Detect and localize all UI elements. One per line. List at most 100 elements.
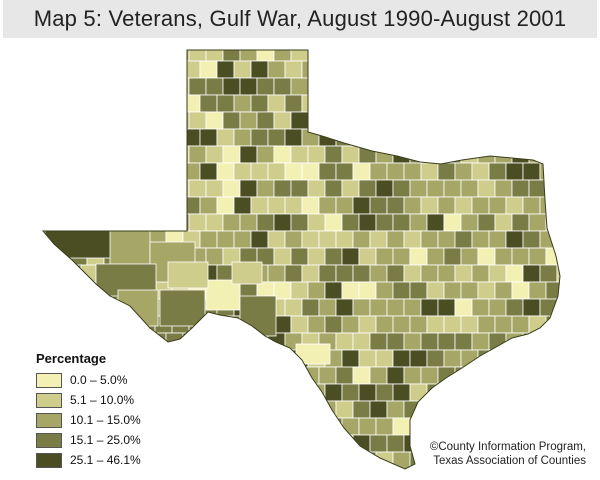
county-cell bbox=[488, 94, 507, 113]
county-cell bbox=[341, 349, 360, 368]
county-cell bbox=[69, 145, 88, 164]
county-cell bbox=[443, 315, 462, 334]
county-cell bbox=[369, 298, 388, 317]
county-cell bbox=[494, 247, 513, 266]
county-cell bbox=[222, 315, 241, 334]
county-cell bbox=[250, 162, 269, 181]
county-cell bbox=[556, 468, 560, 469]
county-cell bbox=[471, 128, 490, 147]
county-cell bbox=[511, 77, 530, 96]
county-cell bbox=[437, 298, 456, 317]
county-cell bbox=[46, 128, 65, 147]
county-cell bbox=[182, 196, 201, 215]
county-cell bbox=[120, 50, 139, 62]
county-cell bbox=[233, 196, 252, 215]
county-cell bbox=[528, 281, 547, 300]
county-cell bbox=[522, 332, 541, 351]
county-cell bbox=[505, 400, 524, 419]
county-cell bbox=[103, 50, 122, 62]
county-cell bbox=[369, 60, 388, 79]
county-cell bbox=[420, 400, 439, 419]
county-cell bbox=[222, 77, 241, 96]
county-cell bbox=[301, 264, 320, 283]
county-cell bbox=[494, 111, 513, 130]
county-cell bbox=[471, 162, 490, 181]
county-cell bbox=[43, 230, 48, 249]
county-cell bbox=[301, 94, 320, 113]
county-cell bbox=[545, 179, 560, 198]
county-cell bbox=[250, 468, 269, 469]
legend-item-3: 10.1 – 15.0% bbox=[36, 410, 196, 430]
county-cell bbox=[43, 94, 48, 113]
county-cell bbox=[233, 332, 252, 351]
county-cell bbox=[284, 298, 303, 317]
county-cell bbox=[420, 94, 439, 113]
county-cell bbox=[511, 315, 530, 334]
county-cell bbox=[199, 434, 218, 453]
county-cell bbox=[165, 60, 184, 79]
county-cell bbox=[437, 468, 456, 469]
county-cell bbox=[120, 179, 139, 198]
county-cell bbox=[301, 468, 320, 469]
county-cell bbox=[471, 60, 490, 79]
county-cell bbox=[392, 417, 411, 436]
county-cell bbox=[494, 417, 513, 436]
legend-label: 0.0 – 5.0% bbox=[70, 373, 128, 387]
county-cell bbox=[545, 77, 560, 96]
county-cell bbox=[137, 111, 156, 130]
county-cell bbox=[114, 60, 133, 79]
county-cell bbox=[488, 298, 507, 317]
county-cell bbox=[256, 417, 275, 436]
county-cell bbox=[43, 332, 48, 351]
county-cell bbox=[80, 60, 99, 79]
county-cell bbox=[324, 50, 343, 62]
county-cell bbox=[131, 94, 150, 113]
county-cell bbox=[63, 264, 82, 283]
county-cell bbox=[409, 50, 428, 62]
county-cell bbox=[216, 332, 235, 351]
county-cell bbox=[511, 111, 530, 130]
county-cell bbox=[43, 111, 54, 130]
county-cell bbox=[511, 213, 530, 232]
county-cell bbox=[358, 145, 377, 164]
county-cell bbox=[426, 50, 445, 62]
county-cell bbox=[437, 60, 456, 79]
county-cell bbox=[97, 298, 116, 317]
county-cell bbox=[267, 434, 286, 453]
county-cell bbox=[233, 230, 252, 249]
county-cell bbox=[556, 128, 560, 147]
county-cell bbox=[392, 179, 411, 198]
county-cell bbox=[528, 349, 547, 368]
county-cell bbox=[165, 162, 184, 181]
county-cell bbox=[233, 366, 252, 385]
county-cell bbox=[256, 213, 275, 232]
county-cell bbox=[563, 316, 580, 333]
county-cell bbox=[154, 145, 173, 164]
county-cell bbox=[522, 264, 541, 283]
county-cell bbox=[205, 451, 224, 469]
county-cell bbox=[494, 145, 513, 164]
county-cell bbox=[420, 162, 439, 181]
county-cell bbox=[154, 213, 173, 232]
county-cell bbox=[426, 281, 445, 300]
county-cell bbox=[443, 349, 462, 368]
county-cell bbox=[103, 179, 122, 198]
county-cell bbox=[199, 94, 218, 113]
county-cell bbox=[528, 77, 547, 96]
county-cell bbox=[522, 298, 541, 317]
county-cell bbox=[454, 162, 473, 181]
county-cell bbox=[443, 417, 462, 436]
legend-label: 25.1 – 46.1% bbox=[70, 453, 141, 467]
title-bar: Map 5: Veterans, Gulf War, August 1990-A… bbox=[3, 0, 597, 38]
county-cell bbox=[488, 332, 507, 351]
county-cell bbox=[426, 247, 445, 266]
county-cell bbox=[539, 94, 558, 113]
county-cell bbox=[233, 400, 252, 419]
county-cell bbox=[386, 60, 405, 79]
county-cell bbox=[494, 383, 513, 402]
county-cell bbox=[137, 213, 156, 232]
county-cell bbox=[556, 162, 560, 181]
county-cell bbox=[307, 111, 326, 130]
county-cell bbox=[216, 162, 235, 181]
county-cell bbox=[86, 50, 105, 62]
